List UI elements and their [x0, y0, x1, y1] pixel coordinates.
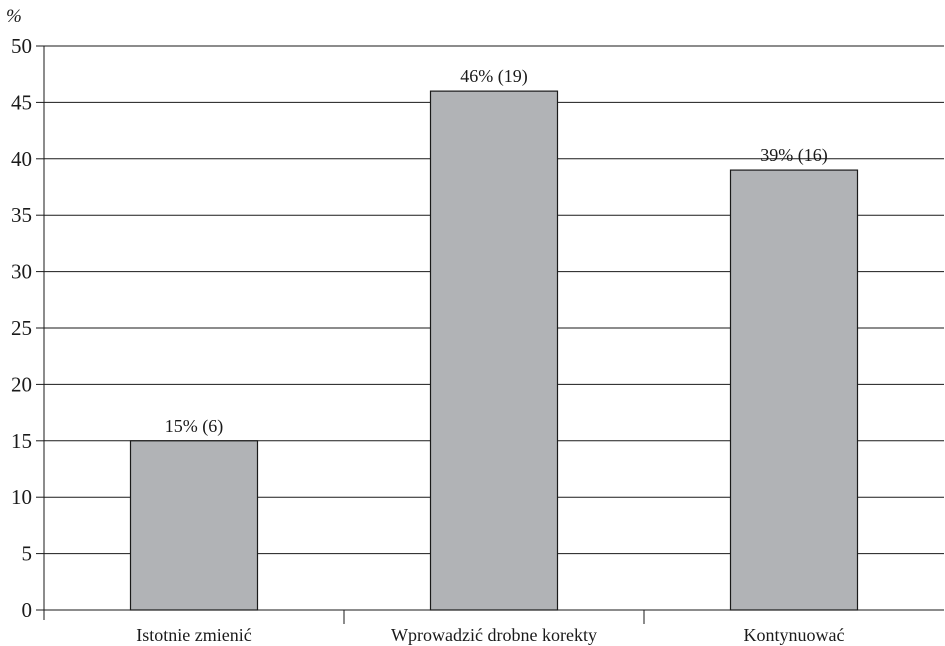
bar-2 [729, 169, 859, 611]
bar-1 [429, 90, 559, 611]
data-label: 15% (6) [165, 416, 223, 437]
y-tick-label: 10 [11, 485, 32, 509]
category-label: Kontynuować [744, 625, 845, 645]
category-label: Istotnie zmienić [136, 625, 251, 645]
data-label: 39% (16) [760, 145, 827, 166]
y-tick-label: 40 [11, 147, 32, 171]
y-tick-label: 5 [22, 542, 33, 566]
y-tick-label: 30 [11, 260, 32, 284]
bar-0 [129, 440, 259, 611]
x-axis: Istotnie zmienić Wprowadzić drobne korekt… [36, 609, 944, 645]
y-tick-label: 25 [11, 316, 32, 340]
bars [129, 90, 859, 611]
y-tick-label: 0 [22, 598, 33, 622]
data-labels: 15% (6) 46% (19) 39% (16) [165, 66, 828, 437]
y-tick-label: 50 [11, 34, 32, 58]
y-tick-label: 15 [11, 429, 32, 453]
y-tick-label: 20 [11, 372, 32, 396]
data-label: 46% (19) [460, 66, 527, 87]
category-label: Wprowadzić drobne korekty [391, 625, 597, 645]
y-axis: 0 5 10 15 20 25 30 35 40 45 50 [11, 34, 45, 622]
y-tick-label: 45 [11, 90, 32, 114]
y-tick-label: 35 [11, 203, 32, 227]
y-axis-unit-label: % [6, 6, 22, 27]
